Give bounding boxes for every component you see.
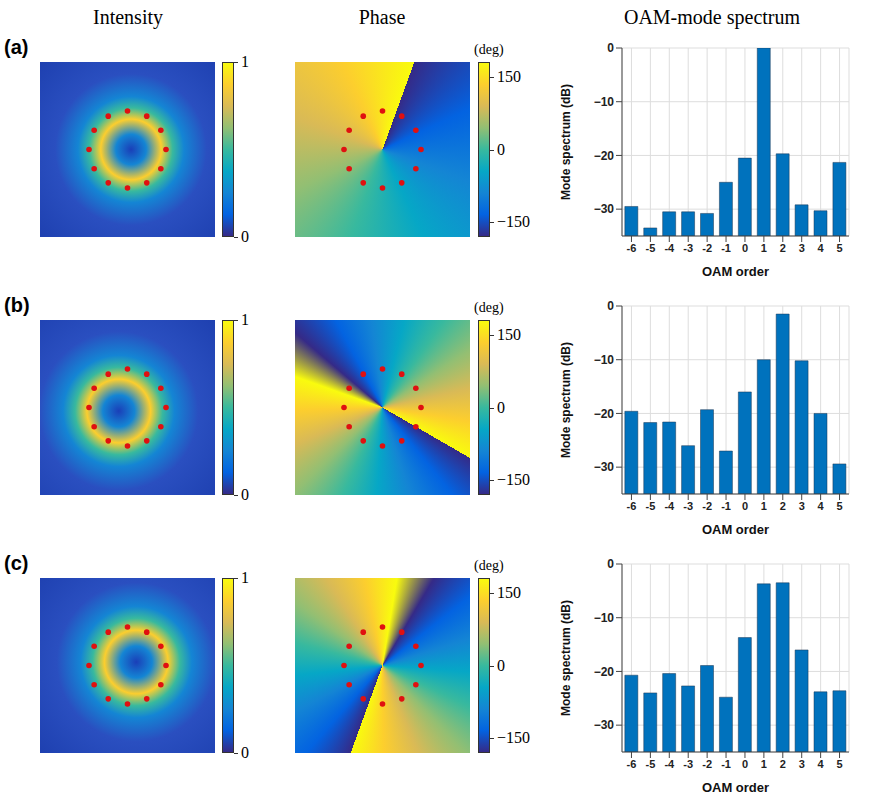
svg-text:Mode spectrum (dB): Mode spectrum (dB) <box>559 342 573 458</box>
svg-text:-4: -4 <box>664 758 675 770</box>
svg-text:-1: -1 <box>721 500 731 512</box>
svg-text:-4: -4 <box>664 242 675 254</box>
svg-text:-2: -2 <box>702 242 712 254</box>
svg-text:0: 0 <box>607 299 614 313</box>
svg-text:-4: -4 <box>664 500 675 512</box>
svg-text:2: 2 <box>780 242 786 254</box>
html-text:Intensity: Intensity <box>93 6 163 28</box>
html-text:0: 0 <box>497 656 505 674</box>
svg-text:−10: −10 <box>594 95 615 109</box>
svg-text:−30: −30 <box>594 718 615 732</box>
svg-text:OAM order: OAM order <box>702 522 769 536</box>
html-text:150: 150 <box>497 583 521 601</box>
svg-text:-3: -3 <box>683 758 693 770</box>
svg-text:1: 1 <box>761 242 767 254</box>
html-text:Phase: Phase <box>358 6 406 28</box>
html-text:−150: −150 <box>497 729 530 747</box>
html-text:0: 0 <box>497 398 505 416</box>
svg-text:-3: -3 <box>683 500 693 512</box>
html-text:0: 0 <box>241 486 249 503</box>
html-text:(a): (a) <box>4 36 29 58</box>
html-text:0: 0 <box>497 140 505 158</box>
svg-text:5: 5 <box>836 758 842 770</box>
svg-text:−20: −20 <box>594 407 615 421</box>
svg-text:−10: −10 <box>594 353 615 367</box>
svg-text:3: 3 <box>799 242 805 254</box>
html-text:0: 0 <box>241 228 249 245</box>
svg-text:4: 4 <box>818 242 825 254</box>
svg-text:5: 5 <box>836 500 842 512</box>
svg-text:0: 0 <box>742 500 748 512</box>
svg-text:−20: −20 <box>594 149 615 163</box>
html-text:(b): (b) <box>4 294 30 316</box>
svg-text:−10: −10 <box>594 611 615 625</box>
svg-text:-2: -2 <box>702 500 712 512</box>
svg-text:−30: −30 <box>594 202 615 216</box>
svg-text:1: 1 <box>761 758 767 770</box>
html-text:(deg): (deg) <box>474 42 504 57</box>
svg-text:OAM order: OAM order <box>702 264 769 278</box>
svg-text:-5: -5 <box>645 758 655 770</box>
svg-text:3: 3 <box>799 758 805 770</box>
svg-text:-6: -6 <box>627 758 637 770</box>
html-text:1: 1 <box>241 53 249 70</box>
html-text:0: 0 <box>241 744 249 761</box>
html-text:(deg): (deg) <box>474 300 504 315</box>
svg-text:-1: -1 <box>721 242 731 254</box>
html-text:(deg): (deg) <box>474 558 504 573</box>
svg-text:-2: -2 <box>702 758 712 770</box>
html-text:1: 1 <box>241 569 249 586</box>
html-text:−150: −150 <box>497 471 530 489</box>
svg-text:-5: -5 <box>645 500 655 512</box>
svg-text:-1: -1 <box>721 758 731 770</box>
svg-text:2: 2 <box>780 758 786 770</box>
html-text:−150: −150 <box>497 213 530 231</box>
svg-text:2: 2 <box>780 500 786 512</box>
html-text:150: 150 <box>497 325 521 343</box>
svg-text:−30: −30 <box>594 460 615 474</box>
svg-text:0: 0 <box>742 242 748 254</box>
svg-text:5: 5 <box>836 242 842 254</box>
svg-text:4: 4 <box>818 758 825 770</box>
svg-text:Mode spectrum (dB): Mode spectrum (dB) <box>559 600 573 716</box>
svg-text:Mode spectrum (dB): Mode spectrum (dB) <box>559 84 573 200</box>
svg-text:-6: -6 <box>627 242 637 254</box>
svg-text:-5: -5 <box>645 242 655 254</box>
html-text:OAM-mode spectrum: OAM-mode spectrum <box>624 6 800 28</box>
html-text:(c): (c) <box>4 552 29 574</box>
svg-text:1: 1 <box>761 500 767 512</box>
svg-text:3: 3 <box>799 500 805 512</box>
svg-text:OAM order: OAM order <box>702 780 769 794</box>
html-text:150: 150 <box>497 67 521 85</box>
svg-text:0: 0 <box>607 557 614 571</box>
svg-text:−20: −20 <box>594 665 615 679</box>
svg-text:0: 0 <box>742 758 748 770</box>
svg-text:-3: -3 <box>683 242 693 254</box>
svg-text:4: 4 <box>818 500 825 512</box>
svg-text:0: 0 <box>607 41 614 55</box>
html-text:1: 1 <box>241 311 249 328</box>
svg-text:-6: -6 <box>627 500 637 512</box>
